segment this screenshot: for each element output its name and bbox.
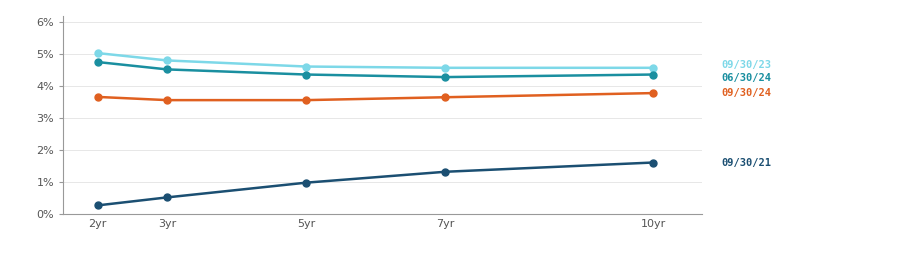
Text: 09/30/21: 09/30/21 [721,157,771,168]
Text: 09/30/23: 09/30/23 [721,60,771,70]
Text: 09/30/24: 09/30/24 [721,88,771,98]
Text: 06/30/24: 06/30/24 [721,73,771,83]
